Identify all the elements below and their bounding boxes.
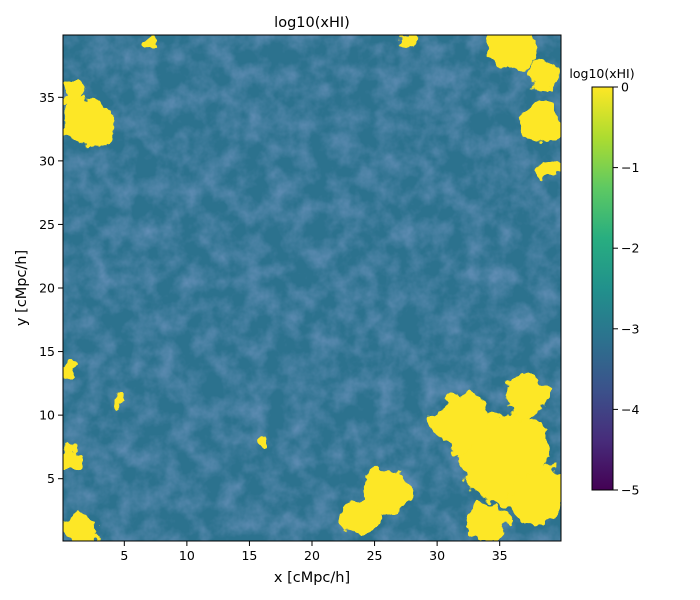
neutral-region bbox=[63, 78, 85, 104]
x-axis-ticks: 5 10 15 20 25 30 35 bbox=[120, 541, 508, 563]
x-tick-label: 5 bbox=[120, 548, 128, 563]
neutral-region bbox=[63, 97, 112, 148]
neutral-region bbox=[398, 35, 414, 48]
x-tick-label: 15 bbox=[241, 548, 257, 563]
neutral-region bbox=[509, 470, 561, 526]
y-tick-label: 30 bbox=[39, 153, 55, 168]
y-tick-label: 15 bbox=[39, 344, 55, 359]
x-tick-label: 35 bbox=[492, 548, 508, 563]
x-tick-label: 20 bbox=[304, 548, 320, 563]
neutral-region bbox=[523, 102, 561, 143]
x-axis-label: x [cMpc/h] bbox=[274, 570, 350, 586]
colorbar: log10(xHI) 0 −1 −2 −3 −4 −5 bbox=[569, 66, 639, 498]
neutral-region bbox=[538, 155, 561, 179]
y-tick-label: 20 bbox=[39, 281, 55, 296]
colorbar-tick-label: −3 bbox=[621, 321, 639, 336]
colorbar-label: log10(xHI) bbox=[569, 66, 634, 81]
neutral-region bbox=[467, 503, 508, 541]
y-tick-label: 5 bbox=[47, 471, 55, 486]
neutral-region bbox=[363, 467, 411, 516]
neutral-region bbox=[343, 498, 381, 536]
colorbar-tick-label: −1 bbox=[621, 160, 639, 175]
colorbar-tick-label: 0 bbox=[621, 80, 629, 95]
y-tick-label: 10 bbox=[39, 408, 55, 423]
heatmap-area bbox=[63, 35, 561, 541]
x-tick-label: 25 bbox=[367, 548, 383, 563]
x-tick-label: 10 bbox=[179, 548, 195, 563]
neutral-region bbox=[432, 391, 493, 452]
chart-title: log10(xHI) bbox=[274, 15, 350, 31]
y-tick-label: 35 bbox=[39, 90, 55, 105]
x-tick-label: 30 bbox=[429, 548, 445, 563]
neutral-region bbox=[63, 512, 99, 541]
colorbar-gradient bbox=[591, 86, 614, 491]
neutral-region bbox=[63, 447, 85, 473]
neutral-region bbox=[254, 433, 270, 449]
neutral-region bbox=[63, 364, 75, 377]
colorbar-ticks: 0 −1 −2 −3 −4 −5 bbox=[613, 80, 639, 498]
colorbar-tick-label: −4 bbox=[621, 402, 639, 417]
colorbar-tick-label: −2 bbox=[621, 241, 639, 256]
y-axis-ticks: 5 10 15 20 25 30 35 bbox=[39, 90, 63, 486]
y-tick-label: 25 bbox=[39, 217, 55, 232]
neutral-region bbox=[143, 35, 156, 47]
colorbar-tick-label: −5 bbox=[621, 483, 639, 498]
saturated-regions bbox=[63, 35, 561, 541]
neutral-region bbox=[111, 396, 125, 409]
neutral-region bbox=[487, 35, 538, 72]
neutral-region bbox=[528, 56, 559, 87]
y-axis-label: y [cMpc/h] bbox=[14, 250, 30, 326]
neutral-region bbox=[502, 373, 548, 419]
